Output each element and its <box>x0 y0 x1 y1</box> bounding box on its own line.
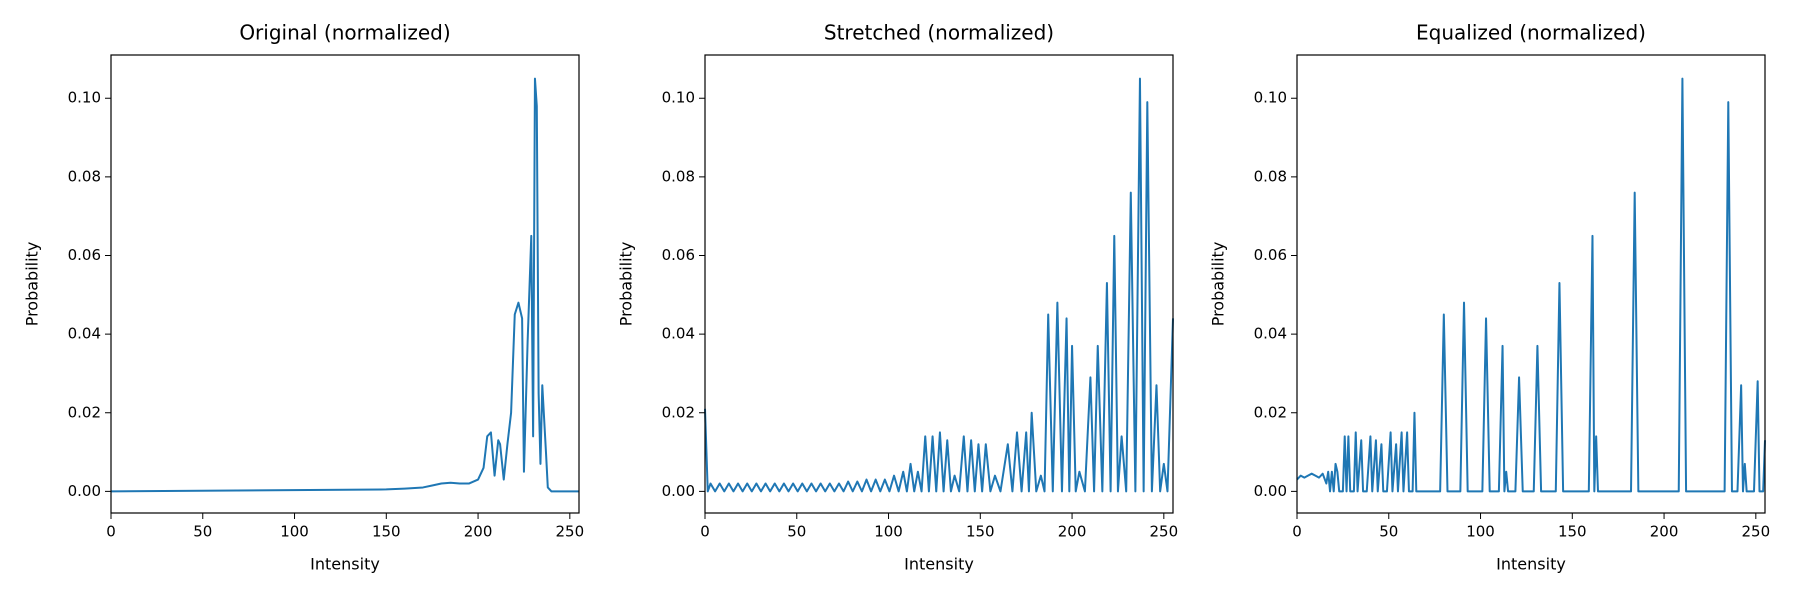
x-tick-label: 150 <box>966 523 995 541</box>
x-tick-label: 250 <box>1742 523 1771 541</box>
y-tick-label: 0.04 <box>68 325 101 343</box>
axes-frame <box>704 54 1174 514</box>
y-tick-label: 0.02 <box>68 403 101 421</box>
y-tick-label: 0.06 <box>662 246 695 264</box>
x-tick-label: 0 <box>1292 523 1302 541</box>
y-tick-label: 0.02 <box>1254 403 1287 421</box>
x-tick-label: 50 <box>787 523 806 541</box>
y-tick-label: 0.10 <box>662 89 695 107</box>
y-tick-label: 0.00 <box>68 482 101 500</box>
x-tick-label: 200 <box>1650 523 1679 541</box>
x-tick-label: 200 <box>464 523 493 541</box>
y-axis-label: Probability <box>617 242 636 327</box>
y-tick-label: 0.08 <box>68 167 101 185</box>
x-tick-label: 250 <box>1150 523 1179 541</box>
x-tick-label: 50 <box>1379 523 1398 541</box>
y-tick-label: 0.08 <box>1254 167 1287 185</box>
x-tick-label: 100 <box>1466 523 1495 541</box>
y-axis-label: Probability <box>1209 242 1228 327</box>
y-tick-label: 0.06 <box>1254 246 1287 264</box>
axes-frame <box>110 54 580 514</box>
data-line <box>1296 77 1766 493</box>
x-axis-label: Intensity <box>1496 555 1566 574</box>
x-tick-label: 250 <box>556 523 585 541</box>
x-tick-label: 100 <box>874 523 903 541</box>
subplot-title: Stretched (normalized) <box>824 21 1054 45</box>
x-tick-label: 200 <box>1058 523 1087 541</box>
data-line <box>110 77 579 493</box>
subplot-title: Equalized (normalized) <box>1416 21 1646 45</box>
y-tick-label: 0.10 <box>68 89 101 107</box>
x-tick-label: 100 <box>280 523 309 541</box>
y-tick-label: 0.00 <box>662 482 695 500</box>
subplot: 0 50 100 150 200 250 0.00 0.02 0.04 0.06 0.08 0.10 E… <box>1209 21 1771 574</box>
x-tick-label: 0 <box>106 523 116 541</box>
subplot-title: Original (normalized) <box>239 21 450 45</box>
y-tick-label: 0.02 <box>662 403 695 421</box>
x-tick-label: 150 <box>372 523 401 541</box>
x-axis-label: Intensity <box>310 555 380 574</box>
y-tick-label: 0.00 <box>1254 482 1287 500</box>
x-axis-label: Intensity <box>904 555 974 574</box>
x-tick-label: 50 <box>193 523 212 541</box>
x-tick-label: 150 <box>1558 523 1587 541</box>
data-line <box>704 77 1174 493</box>
y-axis-label: Probability <box>23 242 42 327</box>
subplot: 0 50 100 150 200 250 0.00 0.02 0.04 0.06 0.08 0.10 S… <box>617 21 1179 574</box>
y-tick-label: 0.08 <box>662 167 695 185</box>
y-tick-label: 0.06 <box>68 246 101 264</box>
y-tick-label: 0.04 <box>1254 325 1287 343</box>
y-tick-label: 0.10 <box>1254 89 1287 107</box>
x-tick-label: 0 <box>700 523 710 541</box>
axes-frame <box>1296 54 1766 514</box>
subplot: 0 50 100 150 200 250 0.00 0.02 0.04 0.06 0.08 0.10 O… <box>23 21 585 574</box>
y-tick-label: 0.04 <box>662 325 695 343</box>
